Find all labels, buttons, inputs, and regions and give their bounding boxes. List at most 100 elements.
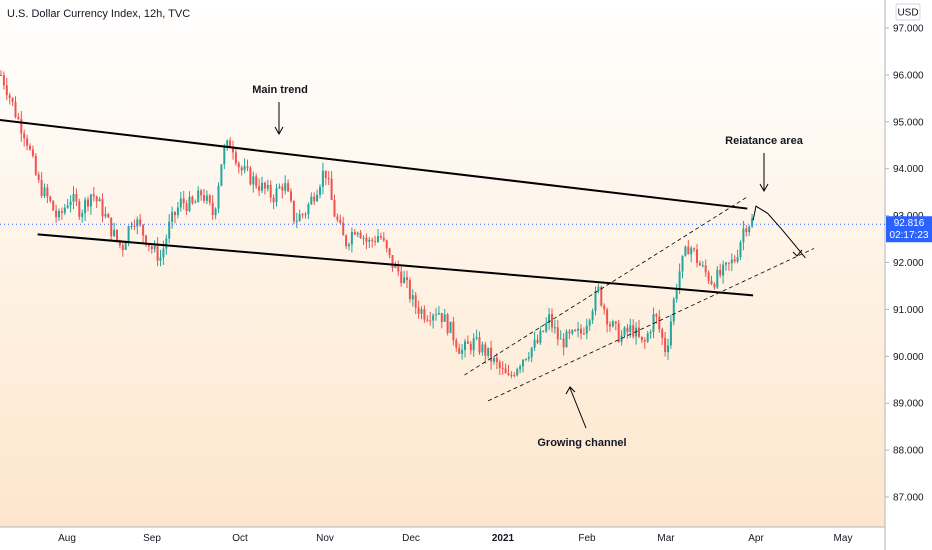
- candle: [719, 263, 722, 278]
- candle: [510, 371, 513, 379]
- currency-badge[interactable]: USD: [895, 3, 921, 21]
- candle: [333, 194, 336, 218]
- candle: [553, 319, 556, 334]
- candle: [594, 286, 597, 316]
- projection-arrowhead: [792, 249, 803, 257]
- candle: [345, 234, 348, 249]
- candle: [72, 186, 75, 209]
- candle: [745, 224, 748, 237]
- candle: [640, 336, 643, 344]
- candle: [211, 195, 214, 220]
- candle: [226, 139, 229, 152]
- candle: [5, 77, 8, 101]
- candle: [23, 129, 26, 147]
- candle: [2, 71, 5, 90]
- candle: [417, 300, 420, 319]
- x-tick-label: Mar: [657, 533, 675, 544]
- candle: [458, 343, 461, 355]
- candle: [446, 312, 449, 336]
- candle: [229, 137, 232, 148]
- candle: [643, 337, 646, 349]
- candle: [214, 207, 217, 220]
- candle: [385, 239, 388, 253]
- candle: [623, 326, 626, 338]
- candle: [542, 330, 545, 333]
- candle: [75, 188, 78, 207]
- candle: [626, 324, 629, 339]
- candle: [435, 308, 437, 321]
- candle: [611, 319, 614, 328]
- candle: [426, 315, 429, 323]
- main-trend-arrow: [274, 102, 284, 136]
- candle: [153, 240, 156, 253]
- candle: [185, 200, 188, 215]
- candle: [310, 192, 313, 206]
- candle: [275, 183, 278, 207]
- annotation-resistance: Reiatance area: [725, 135, 804, 147]
- candle: [234, 147, 237, 166]
- candle: [78, 198, 81, 220]
- candle: [539, 326, 542, 345]
- price-axis-background: [885, 0, 932, 550]
- candle: [110, 217, 113, 241]
- candle: [327, 170, 330, 186]
- candle: [182, 191, 185, 210]
- candle: [136, 216, 139, 235]
- candle: [113, 222, 116, 238]
- candle: [63, 203, 66, 216]
- candle: [638, 319, 640, 339]
- current-price-tag[interactable]: 92.816 02:17:23: [886, 216, 932, 243]
- candle: [388, 247, 391, 259]
- candle: [258, 178, 261, 196]
- candle: [26, 134, 29, 151]
- candle: [243, 158, 246, 174]
- candle: [635, 322, 638, 345]
- candle: [667, 338, 669, 360]
- candle: [11, 97, 14, 107]
- candle: [174, 211, 176, 224]
- candle: [324, 170, 327, 186]
- candle: [133, 219, 136, 231]
- candle: [684, 245, 687, 257]
- candle: [121, 242, 124, 257]
- candle: [89, 193, 92, 215]
- candle: [55, 204, 58, 223]
- candle: [252, 171, 255, 193]
- candle: [205, 190, 208, 205]
- candle: [130, 221, 133, 230]
- candle: [733, 255, 736, 264]
- candle: [632, 319, 635, 339]
- candle: [536, 334, 539, 345]
- candle: [217, 182, 220, 213]
- candle: [255, 173, 258, 189]
- y-tick-label: 87.000: [893, 493, 924, 504]
- candle: [339, 214, 342, 224]
- candle: [559, 330, 562, 340]
- candle: [171, 206, 174, 229]
- candle: [281, 183, 284, 199]
- candle: [295, 212, 298, 229]
- main-trend-upper-line: [0, 118, 748, 210]
- candle: [443, 308, 446, 322]
- candle: [142, 224, 145, 243]
- plot-background: [0, 0, 885, 527]
- candle: [284, 175, 287, 195]
- projection-path: [752, 205, 806, 259]
- candle: [43, 183, 46, 198]
- candle: [690, 245, 693, 263]
- candle: [66, 199, 69, 209]
- candle: [501, 361, 504, 375]
- candle: [530, 347, 533, 363]
- candle: [321, 162, 324, 195]
- candle: [664, 331, 667, 357]
- candle: [237, 161, 240, 174]
- candle: [49, 195, 52, 203]
- candle: [507, 364, 510, 376]
- candle: [466, 335, 469, 344]
- candle: [362, 235, 365, 245]
- annotation-main-trend: Main trend: [252, 84, 308, 96]
- candle: [696, 244, 698, 268]
- candle: [411, 289, 414, 307]
